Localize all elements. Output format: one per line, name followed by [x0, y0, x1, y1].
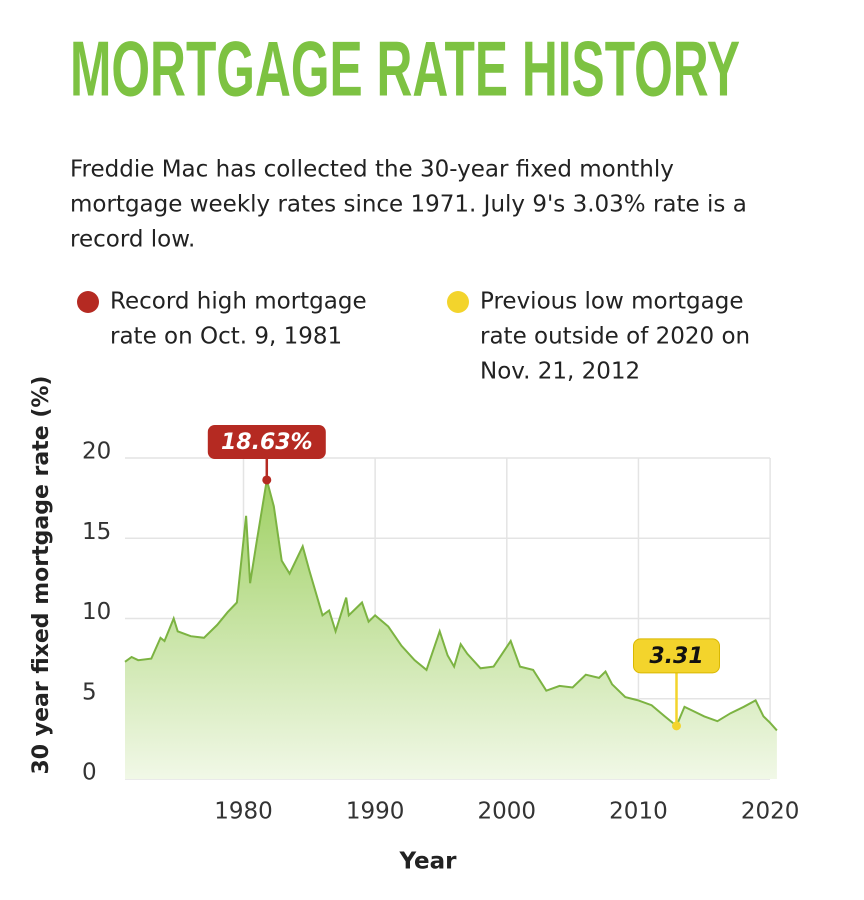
- y-tick-label: 15: [82, 519, 111, 545]
- x-tick-label: 1980: [214, 799, 273, 825]
- subtitle: record low.: [70, 227, 195, 253]
- annotation-label: 3.31: [649, 644, 703, 669]
- annotation-box: [632, 638, 720, 674]
- legend-text: rate on Oct. 9, 1981: [110, 324, 342, 350]
- line: [124, 479, 778, 732]
- subtitle: Freddie Mac has collected the 30-year fi…: [70, 157, 674, 183]
- x-tick-label: 1990: [346, 799, 405, 825]
- annotation-point: [671, 721, 681, 731]
- y-tick-label: 20: [82, 439, 111, 465]
- annotation-point: [262, 475, 272, 485]
- legend-text: Nov. 21, 2012: [480, 359, 640, 385]
- x-axis-label: Year: [398, 849, 457, 875]
- legend-text: rate outside of 2020 on: [480, 324, 750, 350]
- y-tick-label: 10: [82, 599, 111, 625]
- x-tick-label: 2020: [741, 799, 800, 825]
- x-tick-label: 2010: [609, 799, 668, 825]
- annotation-box: [207, 424, 326, 459]
- x-tick-label: 2000: [478, 799, 537, 825]
- y-axis-label: 30 year fixed mortgage rate (%): [29, 376, 54, 775]
- area: [125, 480, 777, 779]
- y-tick-label: 0: [82, 760, 97, 786]
- legend-text: Record high mortgage: [110, 289, 367, 315]
- y-tick-label: 5: [82, 679, 97, 705]
- legend-dot: [447, 291, 469, 313]
- subtitle: mortgage weekly rates since 1971. July 9…: [70, 192, 747, 218]
- legend-text: Previous low mortgage: [480, 289, 744, 315]
- annotation-label: 18.63%: [221, 430, 313, 455]
- chart-title: MORTGAGE RATE HISTORY: [70, 25, 740, 113]
- legend-dot: [77, 291, 99, 313]
